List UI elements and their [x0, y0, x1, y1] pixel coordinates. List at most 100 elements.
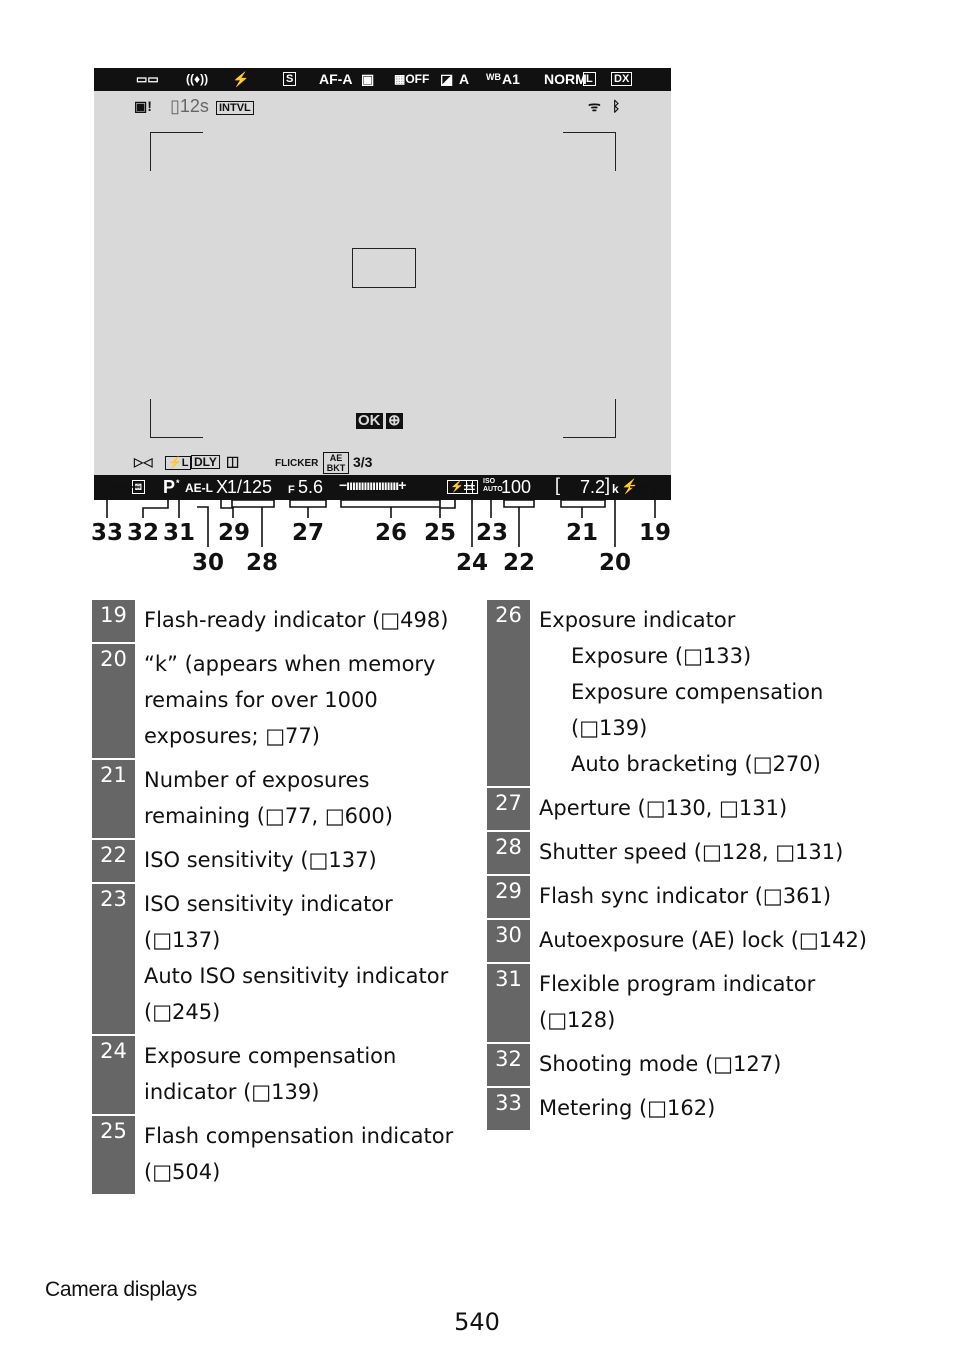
exposures-remaining: 7.2 [580, 477, 606, 497]
legend-number: 27 [487, 788, 530, 830]
callout-22: 22 [503, 550, 536, 576]
legend-text: indicator (□139) [144, 1080, 320, 1104]
legend-row-19: 19 Flash-ready indicator (□498) [92, 600, 472, 644]
callout-31: 31 [163, 520, 196, 546]
callout-25: 25 [424, 520, 457, 546]
interval-indicator: INTVL [216, 101, 254, 115]
flash-icon: ⚡ [232, 71, 250, 87]
flexible-program-mark: * [176, 478, 180, 488]
callout-29: 29 [218, 520, 251, 546]
legend-text: ISO sensitivity indicator (□137) [144, 892, 393, 952]
callout-27: 27 [292, 520, 325, 546]
legend-text: Flash compensation indicator [144, 1124, 454, 1148]
viewfinder-diagram: ▭▭ ((♦)) ⚡ S AF-A ▣ ▦OFF ◪ A WB A1 NORM … [94, 68, 671, 500]
frame-corner-top-left [150, 132, 203, 171]
flash-compensation-icon: ⚡± [447, 480, 473, 494]
legend-text: (□128) [539, 1008, 616, 1032]
legend-number: 32 [487, 1044, 530, 1086]
legend-number: 23 [92, 884, 135, 1034]
exposures-bracket-open: [ [555, 475, 561, 495]
legend-number: 31 [487, 964, 530, 1042]
callout-30: 30 [192, 550, 225, 576]
legend-number: 33 [487, 1088, 530, 1130]
legend-row-28: 28 Shutter speed (□128, □131) [487, 832, 887, 876]
legend-text: remains for over 1000 [144, 688, 378, 712]
wireless-icon: ᯤ [588, 98, 601, 114]
legend-number: 30 [487, 920, 530, 962]
legend-row-32: 32 Shooting mode (□127) [487, 1044, 887, 1088]
ae-bracket-icon: AE BKT [323, 452, 349, 474]
exposure-compensation-icon: ± [466, 480, 479, 494]
legend-row-20: 20 “k” (appears when memory remains for … [92, 644, 472, 760]
callout-23: 23 [476, 520, 509, 546]
picture-control-indicator: A [459, 71, 470, 87]
callout-28: 28 [246, 550, 279, 576]
legend-row-22: 22 ISO sensitivity (□137) [92, 840, 472, 884]
callout-26: 26 [375, 520, 408, 546]
page-number: 540 [454, 1308, 500, 1336]
image-quality-indicator: NORM [544, 71, 587, 87]
bracket-count: 3/3 [353, 454, 373, 470]
auto-distortion-icon: ◫ [226, 453, 240, 469]
hdr-bracket-icon: ▷◁ [134, 455, 153, 469]
callout-33: 33 [91, 520, 124, 546]
shutter-speed: 1/125 [227, 477, 273, 497]
legend-number: 21 [92, 760, 135, 838]
view-warning-icon: ▣! [134, 98, 152, 114]
legend-text: remaining (□77, □600) [144, 804, 393, 828]
af-area-mode-icon: ▣ [361, 71, 375, 87]
legend-subtext: Exposure (□133) [571, 644, 752, 668]
exposure-indicator: −ıııııııııııııııııı+ [339, 477, 406, 493]
top-status-bar: ▭▭ ((♦)) ⚡ S AF-A ▣ ▦OFF ◪ A WB A1 NORM … [94, 68, 671, 91]
frame-corner-top-right [563, 132, 616, 171]
delay-indicator: DLY [191, 455, 220, 469]
legend-text: “k” (appears when memory [144, 652, 436, 676]
focus-point [352, 248, 416, 288]
focus-mode-indicator: AF-A [319, 71, 353, 87]
legend-row-21: 21 Number of exposures remaining (□77, □… [92, 760, 472, 840]
legend-row-30: 30 Autoexposure (AE) lock (□142) [487, 920, 887, 964]
release-mode-indicator: S [283, 72, 297, 86]
adl-off-icon: ▦OFF [394, 72, 430, 86]
legend-text: Number of exposures [144, 768, 370, 792]
picture-control-icon: ◪ [440, 71, 454, 87]
legend-number: 19 [92, 600, 135, 642]
legend-text: Exposure indicator [539, 608, 736, 632]
k-indicator: k [612, 482, 619, 496]
flash-lock-icon: ⚡L [165, 456, 192, 470]
legend-number: 20 [92, 644, 135, 758]
legend-text: Shutter speed (□128, □131) [539, 840, 844, 864]
bottom-status-bar: ◙ P * AE-L X 1/125 F 5.6 −ıııııııııııııı… [94, 475, 671, 500]
legend-number: 25 [92, 1116, 135, 1194]
image-area-indicator: DX [611, 72, 633, 86]
legend-number: 28 [487, 832, 530, 874]
legend-row-27: 27 Aperture (□130, □131) [487, 788, 887, 832]
legend-text: Metering (□162) [539, 1096, 716, 1120]
callout-24: 24 [456, 550, 489, 576]
iso-sensitivity: 100 [501, 477, 532, 497]
wb-icon: WB [486, 72, 501, 82]
legend-text: Aperture (□130, □131) [539, 796, 788, 820]
legend-subtext: Exposure compensation [571, 680, 824, 704]
metering-icon: ◙ [132, 480, 145, 494]
iso-auto-indicator: ISO AUTO [483, 478, 503, 493]
legend-number: 26 [487, 600, 530, 786]
shooting-mode-indicator: P [163, 477, 176, 497]
legend-subtext: Auto bracketing (□270) [571, 752, 821, 776]
aperture-prefix: F [288, 484, 295, 496]
vibration-reduction-icon: ((♦)) [186, 72, 209, 86]
bluetooth-icon: ᛒ [612, 98, 621, 114]
self-timer-indicator: ▯12s [170, 96, 209, 116]
frame-corner-bottom-right [563, 399, 616, 438]
target-icon: ⊕ [386, 412, 403, 429]
legend-text: (□504) [144, 1160, 221, 1184]
legend-row-29: 29 Flash sync indicator (□361) [487, 876, 887, 920]
legend-row-33: 33 Metering (□162) [487, 1088, 887, 1132]
legend-text: Flash-ready indicator (□498) [144, 608, 449, 632]
legend-subtext: (□139) [571, 716, 648, 740]
legend-text: Shooting mode (□127) [539, 1052, 782, 1076]
legend-text: Exposure compensation [144, 1044, 397, 1068]
frame-corner-bottom-left [150, 399, 203, 438]
aperture-value: 5.6 [298, 477, 324, 497]
legend-text: Flexible program indicator [539, 972, 816, 996]
